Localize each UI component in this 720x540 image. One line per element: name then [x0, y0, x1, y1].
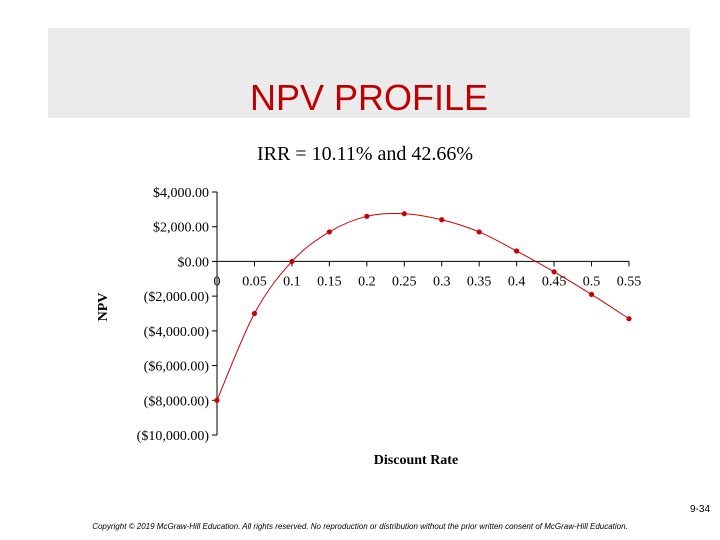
x-tick-label: 0.55 — [617, 274, 642, 289]
x-tick-label: 0.35 — [467, 274, 492, 289]
data-point — [326, 229, 332, 235]
data-point — [439, 217, 445, 223]
x-tick-label: 0.05 — [242, 274, 267, 289]
data-point — [476, 229, 482, 235]
series-group — [214, 211, 632, 403]
data-point — [514, 248, 520, 254]
y-tick-label: $2,000.00 — [153, 221, 209, 236]
npv-curve — [216, 212, 630, 401]
y-tick-label: ($10,000.00) — [137, 429, 210, 444]
x-tick-label: 0 — [214, 274, 221, 289]
data-point — [588, 291, 595, 298]
chart-title: IRR = 10.11% and 42.66% — [257, 143, 473, 165]
x-tick-label: 0.3 — [433, 274, 451, 289]
axes-group: $4,000.00 $2,000.00 $0.00 ($2,000.00) ($4,00… — [137, 186, 642, 444]
y-tick-label: ($4,000.00) — [144, 325, 210, 340]
slide-number: 9-34 — [689, 504, 710, 515]
data-point — [289, 258, 295, 265]
x-axis-label: Discount Rate — [374, 453, 458, 468]
y-tick-label: $0.00 — [178, 255, 210, 270]
y-axis-label: NPV — [96, 293, 111, 322]
y-tick-label: $4,000.00 — [153, 186, 209, 201]
x-tick-label: 0.2 — [358, 274, 376, 289]
y-tick-label: ($2,000.00) — [144, 290, 210, 305]
y-tick-label: ($6,000.00) — [144, 360, 210, 375]
x-tick-label: 0.25 — [392, 274, 417, 289]
data-point — [251, 310, 258, 317]
copyright-notice: Copyright © 2019 McGraw-Hill Education. … — [92, 522, 628, 531]
x-tick-label: 0.45 — [542, 274, 567, 289]
x-tick-label: 0.1 — [283, 274, 301, 289]
x-tick-label: 0.15 — [317, 274, 342, 289]
data-point — [214, 397, 220, 403]
x-tick-label: 0.4 — [508, 274, 526, 289]
data-point — [551, 269, 557, 275]
data-point — [401, 211, 407, 217]
slide-title: NPV PROFILE — [249, 77, 489, 118]
data-point — [364, 213, 370, 219]
x-tick-label: 0.5 — [583, 274, 601, 289]
title-band: NPV PROFILE — [48, 28, 690, 118]
data-point — [626, 316, 632, 322]
y-tick-label: ($8,000.00) — [144, 394, 210, 409]
